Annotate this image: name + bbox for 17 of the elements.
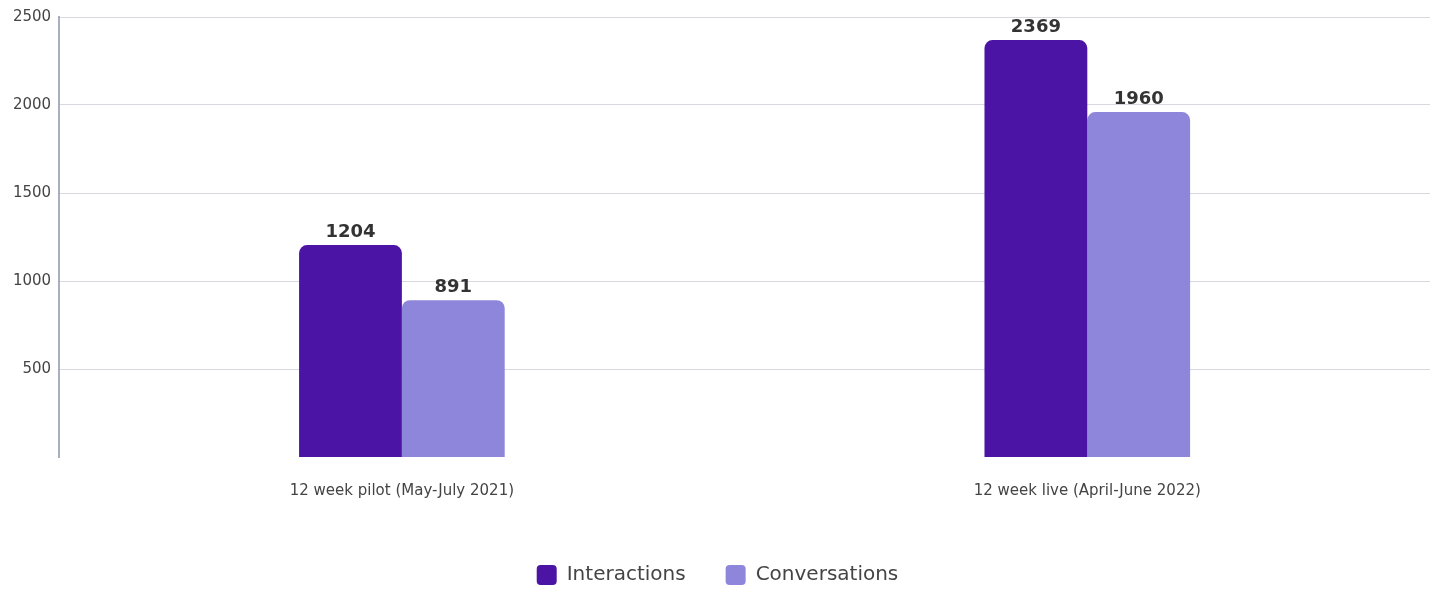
bar bbox=[984, 40, 1088, 457]
x-tick-label: 12 week pilot (May-July 2021) bbox=[289, 480, 515, 499]
data-label: 891 bbox=[434, 274, 473, 296]
bar bbox=[401, 300, 505, 457]
data-label: 2369 bbox=[1010, 14, 1061, 36]
data-label: 1960 bbox=[1113, 86, 1164, 108]
y-tick-label: 2500 bbox=[12, 6, 52, 25]
legend-label: Interactions bbox=[566, 561, 686, 586]
data-label: 1204 bbox=[325, 219, 376, 241]
bar bbox=[1087, 112, 1191, 457]
y-tick-label: 1000 bbox=[12, 270, 52, 289]
y-tick-label: 1500 bbox=[12, 182, 52, 201]
x-tick-label: 12 week live (April-June 2022) bbox=[973, 480, 1201, 499]
y-tick-label: 500 bbox=[22, 358, 52, 377]
bar bbox=[299, 245, 402, 457]
legend-label: Conversations bbox=[755, 561, 899, 586]
y-tick-label: 2000 bbox=[12, 94, 52, 113]
